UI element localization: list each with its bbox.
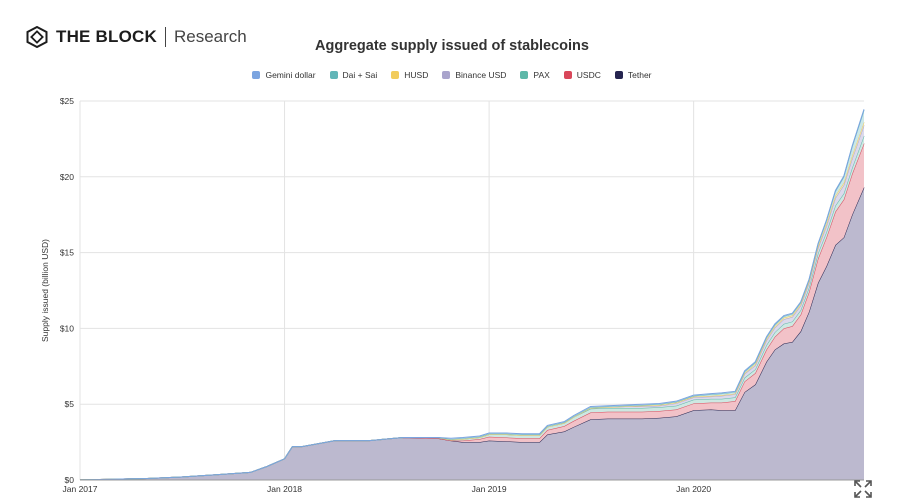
y-tick-label: $0 (65, 475, 75, 485)
line-gemini-dollar (79, 109, 865, 481)
chart-legend: Gemini dollar Dai + Sai HUSD Binance USD PAX… (0, 70, 900, 80)
y-tick-label: $25 (60, 96, 74, 106)
legend-swatch (442, 71, 451, 79)
brand-divider (164, 27, 166, 47)
x-tick-label: Jan 2018 (267, 484, 302, 494)
y-tick-label: $10 (60, 323, 74, 333)
x-tick-label: Jan 2019 (472, 484, 507, 494)
legend-item-binance-usd[interactable]: Binance USD (442, 70, 506, 80)
legend-label: Tether (627, 70, 652, 80)
expand-icon[interactable] (853, 479, 873, 499)
x-tick-label: Jan 2017 (63, 484, 98, 494)
legend-swatch (252, 71, 261, 79)
legend-label: PAX (533, 70, 550, 80)
legend-swatch (520, 71, 529, 79)
legend-item-usdc[interactable]: USDC (563, 70, 601, 80)
legend-swatch (614, 71, 623, 79)
legend-item-husd[interactable]: HUSD (391, 70, 428, 80)
chart-title: Aggregate supply issued of stablecoins (315, 38, 589, 54)
legend-label: Dai + Sai (342, 70, 378, 80)
brand: THE BLOCK Research (26, 24, 247, 50)
legend-label: USDC (576, 70, 601, 80)
x-tick-label: Jan 2020 (676, 484, 711, 494)
y-tick-label: $15 (60, 248, 74, 258)
legend-item-dai-sai[interactable]: Dai + Sai (329, 70, 378, 80)
legend-item-pax[interactable]: PAX (520, 70, 550, 80)
y-tick-label: $20 (60, 172, 74, 182)
legend-swatch (329, 71, 338, 79)
brand-name: THE BLOCK (56, 27, 157, 46)
legend-label: Gemini dollar (265, 70, 316, 80)
legend-swatch (563, 71, 572, 79)
area-tether (80, 187, 864, 481)
legend-item-gemini-dollar[interactable]: Gemini dollar (252, 70, 316, 80)
legend-item-tether[interactable]: Tether (614, 70, 652, 80)
brand-subtitle: Research (173, 27, 247, 46)
y-tick-label: $5 (65, 399, 75, 409)
y-axis-label: Supply issued (billion USD) (40, 239, 50, 342)
legend-label: Binance USD (455, 70, 507, 80)
legend-swatch (391, 71, 400, 79)
legend-label: HUSD (404, 70, 429, 80)
the-block-logo-icon (26, 26, 48, 48)
